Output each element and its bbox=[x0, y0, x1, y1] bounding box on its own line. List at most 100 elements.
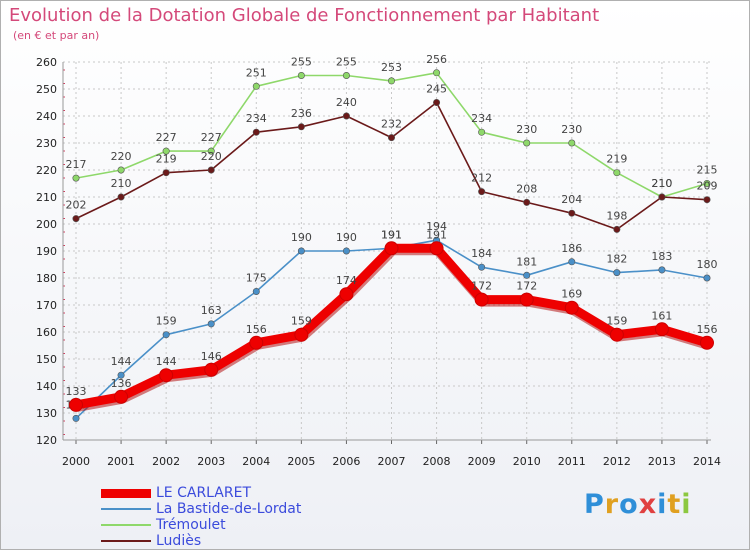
y-tick-label: 240 bbox=[36, 110, 57, 123]
data-point bbox=[519, 292, 534, 307]
y-tick-label: 150 bbox=[36, 353, 57, 366]
legend-swatch bbox=[101, 488, 151, 498]
data-label: 215 bbox=[697, 164, 718, 177]
data-label: 217 bbox=[66, 158, 87, 171]
y-tick-label: 260 bbox=[36, 56, 57, 69]
y-tick-label: 180 bbox=[36, 272, 57, 285]
chart-subtitle: (en € et par an) bbox=[13, 29, 100, 42]
data-label: 255 bbox=[291, 56, 312, 69]
y-tick-label: 120 bbox=[36, 434, 57, 447]
y-tick-label: 160 bbox=[36, 326, 57, 339]
data-point bbox=[703, 274, 711, 282]
data-point bbox=[433, 99, 441, 107]
data-point bbox=[342, 247, 350, 255]
logo-letter: t bbox=[667, 489, 682, 520]
chart-title: Evolution de la Dotation Globale de Fonc… bbox=[9, 5, 600, 26]
data-label: 146 bbox=[201, 350, 222, 363]
logo-letter: P bbox=[584, 489, 605, 520]
y-tick-label: 190 bbox=[36, 245, 57, 258]
data-point bbox=[342, 112, 350, 120]
data-point bbox=[162, 169, 170, 177]
x-tick-label: 2001 bbox=[107, 455, 135, 468]
data-label: 230 bbox=[516, 123, 537, 136]
data-label: 172 bbox=[516, 280, 537, 293]
data-label: 240 bbox=[336, 96, 357, 109]
data-point bbox=[339, 287, 354, 302]
legend-label: La Bastide-de-Lordat bbox=[156, 501, 302, 517]
data-point bbox=[654, 322, 669, 337]
x-tick-label: 2013 bbox=[648, 455, 676, 468]
data-label: 202 bbox=[66, 199, 87, 212]
data-point bbox=[297, 72, 305, 80]
x-tick-label: 2007 bbox=[378, 455, 406, 468]
data-point bbox=[609, 327, 624, 342]
data-point bbox=[613, 225, 621, 233]
data-point bbox=[568, 139, 576, 147]
data-label: 169 bbox=[561, 288, 582, 301]
data-label: 253 bbox=[381, 61, 402, 74]
data-label: 156 bbox=[697, 323, 718, 336]
data-label: 191 bbox=[381, 228, 402, 241]
data-label: 190 bbox=[336, 231, 357, 244]
logo-letter: x bbox=[638, 489, 658, 520]
data-label: 256 bbox=[426, 53, 447, 66]
y-tick-label: 130 bbox=[36, 407, 57, 420]
legend-swatch bbox=[101, 524, 151, 526]
data-point bbox=[700, 335, 714, 350]
data-point bbox=[204, 362, 219, 377]
x-tick-label: 2014 bbox=[693, 455, 721, 468]
data-label: 182 bbox=[606, 253, 627, 266]
data-label: 220 bbox=[201, 150, 222, 163]
data-point bbox=[72, 174, 80, 182]
data-point bbox=[478, 128, 486, 136]
data-label: 208 bbox=[516, 182, 537, 195]
data-label: 245 bbox=[426, 83, 447, 96]
data-label: 234 bbox=[246, 112, 267, 125]
data-point bbox=[523, 139, 531, 147]
logo-letter: o bbox=[619, 489, 639, 520]
x-tick-label: 2002 bbox=[152, 455, 180, 468]
data-label: 227 bbox=[201, 131, 222, 144]
data-point bbox=[114, 389, 129, 404]
data-point bbox=[523, 271, 531, 279]
x-tick-label: 2005 bbox=[287, 455, 315, 468]
data-label: 159 bbox=[156, 315, 177, 328]
x-tick-label: 2012 bbox=[603, 455, 631, 468]
data-point bbox=[613, 169, 621, 177]
data-point bbox=[207, 147, 215, 155]
line-chart: 120 130 140 150 160 170 180 190 200 210 220 230 240 2… bbox=[36, 53, 721, 468]
legend-swatch bbox=[101, 540, 151, 542]
data-label: 172 bbox=[471, 280, 492, 293]
data-point bbox=[297, 247, 305, 255]
data-point bbox=[387, 77, 395, 85]
legend-swatch bbox=[101, 508, 151, 510]
data-point bbox=[703, 180, 711, 188]
data-label: 219 bbox=[606, 153, 627, 166]
x-tick-label: 2011 bbox=[558, 455, 586, 468]
data-label: 210 bbox=[651, 177, 672, 190]
data-point bbox=[478, 188, 486, 196]
y-tick-label: 170 bbox=[36, 299, 57, 312]
y-tick-label: 220 bbox=[36, 164, 57, 177]
x-tick-label: 2008 bbox=[423, 455, 451, 468]
data-label: 136 bbox=[111, 377, 132, 390]
data-point bbox=[564, 300, 579, 315]
data-point bbox=[117, 193, 125, 201]
x-tick-label: 2009 bbox=[468, 455, 496, 468]
data-point bbox=[658, 193, 666, 201]
data-label: 190 bbox=[291, 231, 312, 244]
data-point bbox=[342, 72, 350, 80]
data-label: 191 bbox=[426, 228, 447, 241]
data-point bbox=[162, 147, 170, 155]
data-point bbox=[252, 287, 260, 295]
data-point bbox=[294, 327, 309, 342]
data-label: 161 bbox=[651, 309, 672, 322]
data-point bbox=[72, 414, 80, 422]
data-point bbox=[252, 82, 260, 90]
x-tick-label: 2000 bbox=[62, 455, 90, 468]
data-label: 186 bbox=[561, 242, 582, 255]
logo-letter: r bbox=[604, 489, 620, 520]
data-point bbox=[658, 266, 666, 274]
data-point bbox=[159, 368, 174, 383]
